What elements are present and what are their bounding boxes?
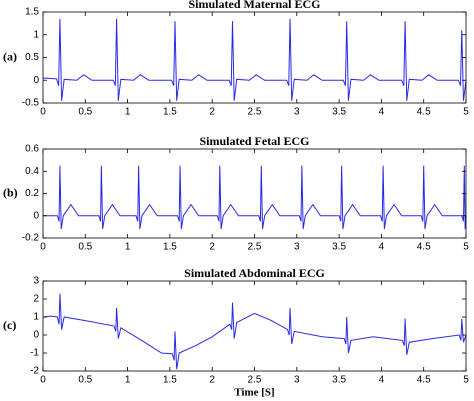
- x-tick-label: 1.5: [163, 242, 177, 253]
- x-tick-label: 4.5: [417, 242, 431, 253]
- x-tick-label: 3: [294, 107, 300, 118]
- x-tick-label: 3.5: [332, 375, 346, 386]
- y-tick-label: 0.4: [25, 166, 39, 177]
- plot-frame: [42, 148, 467, 239]
- x-tick-label: 4.5: [417, 375, 431, 386]
- panel-label: (b): [3, 185, 18, 199]
- x-tick-label: 0: [40, 375, 46, 386]
- x-tick-label: 0.5: [78, 107, 92, 118]
- y-tick-label: 0.6: [25, 144, 39, 155]
- x-tick-label: 2: [209, 375, 215, 386]
- plot-frame: [42, 280, 467, 372]
- y-tick-label: -0.2: [22, 233, 40, 244]
- ecg-line: [42, 18, 467, 101]
- y-tick-label: 3: [33, 276, 39, 287]
- y-tick-label: 1: [33, 312, 39, 323]
- x-tick-label: 2.5: [248, 375, 262, 386]
- y-tick-label: 1: [33, 29, 39, 40]
- panel-title: Simulated Maternal ECG: [189, 0, 321, 11]
- x-tick-label: 2.5: [248, 107, 262, 118]
- y-tick-label: -0.5: [22, 98, 40, 109]
- y-tick-label: 2: [33, 294, 39, 305]
- y-tick-label: -2: [30, 366, 39, 377]
- x-tick-label: 4: [379, 242, 385, 253]
- x-tick-label: 4: [379, 375, 385, 386]
- y-tick-label: 0: [33, 210, 39, 221]
- y-tick-label: 0: [33, 75, 39, 86]
- x-tick-label: 0.5: [78, 375, 92, 386]
- x-tick-label: 0.5: [78, 242, 92, 253]
- x-tick-label: 5: [463, 107, 469, 118]
- x-tick-label: 3.5: [332, 107, 346, 118]
- x-tick-label: 0: [40, 107, 46, 118]
- x-tick-label: 2: [209, 242, 215, 253]
- x-tick-label: 1: [125, 375, 131, 386]
- plot-frame: [42, 11, 467, 104]
- ecg-line: [43, 165, 467, 230]
- x-tick-label: 1.5: [163, 107, 177, 118]
- y-tick-label: -1: [30, 348, 39, 359]
- y-tick-label: 0.2: [25, 188, 39, 199]
- x-tick-label: 4.5: [417, 107, 431, 118]
- panel-title: Simulated Abdominal ECG: [184, 266, 325, 280]
- x-axis-label: Time [S]: [234, 387, 274, 399]
- y-tick-label: 0.5: [25, 52, 39, 63]
- x-tick-label: 3.5: [332, 242, 346, 253]
- y-tick-label: 0: [33, 330, 39, 341]
- x-tick-label: 2: [209, 107, 215, 118]
- x-tick-label: 1: [125, 242, 131, 253]
- panel-label: (c): [3, 318, 16, 332]
- y-tick-label: 1.5: [25, 7, 39, 18]
- x-tick-label: 0: [40, 242, 46, 253]
- x-tick-label: 4: [379, 107, 385, 118]
- x-tick-label: 3: [294, 242, 300, 253]
- panel-label: (a): [3, 49, 17, 63]
- ecg-line: [42, 293, 467, 370]
- panel-title: Simulated Fetal ECG: [200, 134, 310, 148]
- x-tick-label: 1.5: [163, 375, 177, 386]
- x-tick-label: 2.5: [248, 242, 262, 253]
- x-tick-label: 5: [463, 375, 469, 386]
- x-tick-label: 3: [294, 375, 300, 386]
- x-tick-label: 5: [463, 242, 469, 253]
- x-tick-label: 1: [125, 107, 131, 118]
